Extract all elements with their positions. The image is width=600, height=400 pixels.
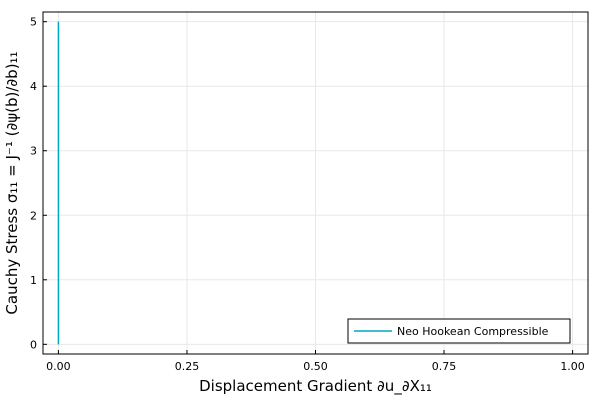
y-axis-title: Cauchy Stress σ₁₁ = J⁻¹ (∂ψ(b)/∂b)₁₁ bbox=[3, 51, 21, 314]
legend-label-neo-hookean: Neo Hookean Compressible bbox=[397, 325, 549, 338]
x-tick-label: 0.50 bbox=[303, 360, 328, 373]
x-tick-label: 0.75 bbox=[432, 360, 457, 373]
legend: Neo Hookean Compressible bbox=[347, 318, 571, 344]
y-tick-label: 2 bbox=[30, 209, 37, 222]
y-tick-label: 5 bbox=[30, 16, 37, 29]
grid-lines bbox=[43, 12, 588, 354]
y-tick-label: 0 bbox=[30, 338, 37, 351]
axis-ticks: 0.00 0.25 0.50 0.75 1.00 0 1 2 3 4 5 bbox=[30, 16, 585, 373]
legend-box bbox=[347, 318, 571, 344]
x-tick-label: 1.00 bbox=[560, 360, 585, 373]
x-tick-label: 0.25 bbox=[175, 360, 200, 373]
x-tick-label: 0.00 bbox=[46, 360, 71, 373]
y-tick-label: 4 bbox=[30, 80, 37, 93]
y-tick-label: 1 bbox=[30, 274, 37, 287]
x-axis-title: Displacement Gradient ∂u_∂X₁₁ bbox=[199, 377, 432, 396]
y-tick-label: 3 bbox=[30, 145, 37, 158]
